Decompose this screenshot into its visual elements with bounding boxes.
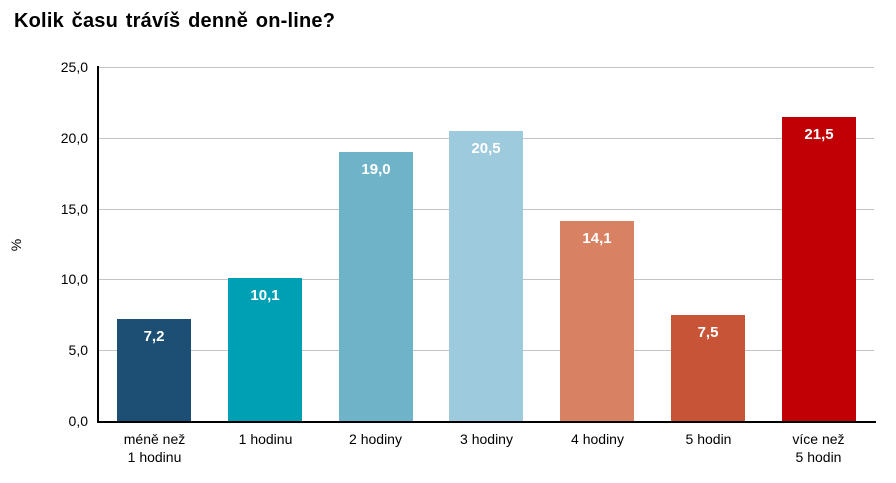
x-category-label: 3 hodiny	[460, 431, 513, 447]
y-axis-label: %	[8, 238, 24, 252]
bar-value-label: 10,1	[250, 287, 280, 304]
bar-value-label: 21,5	[804, 126, 834, 143]
bar-value-label: 7,5	[697, 324, 719, 341]
x-category-label: více než 5 hodin	[792, 431, 845, 466]
x-category-label: 4 hodiny	[571, 431, 624, 447]
y-tick-label: 0,0	[68, 413, 88, 429]
x-category-label: 2 hodiny	[349, 431, 402, 447]
bar-4: 20,5	[449, 131, 523, 421]
bar-value-label: 19,0	[361, 161, 391, 178]
chart-title: Kolik času trávíš denně on-line?	[14, 10, 336, 32]
bar-value-label: 7,2	[143, 328, 165, 345]
x-category-label: méně než 1 hodinu	[123, 431, 186, 466]
y-axis-line	[97, 66, 99, 423]
x-axis-line	[97, 421, 876, 423]
bar-2: 10,1	[228, 278, 302, 421]
bar-1: 7,2	[117, 319, 191, 421]
x-category-label: 1 hodinu	[238, 431, 293, 447]
gridline	[99, 67, 874, 68]
bar-3: 19,0	[339, 152, 413, 421]
bar-5: 14,1	[560, 221, 634, 421]
bar-value-label: 14,1	[582, 230, 612, 247]
bar-7: 21,5	[782, 117, 856, 421]
y-tick-label: 10,0	[60, 271, 88, 287]
x-category-label: 5 hodin	[685, 431, 732, 447]
bar-value-label: 20,5	[471, 140, 501, 157]
bar-6: 7,5	[671, 315, 745, 421]
y-tick-label: 15,0	[60, 201, 88, 217]
y-tick-label: 5,0	[68, 342, 88, 358]
y-tick-label: 20,0	[60, 130, 88, 146]
y-tick-label: 25,0	[60, 59, 88, 75]
